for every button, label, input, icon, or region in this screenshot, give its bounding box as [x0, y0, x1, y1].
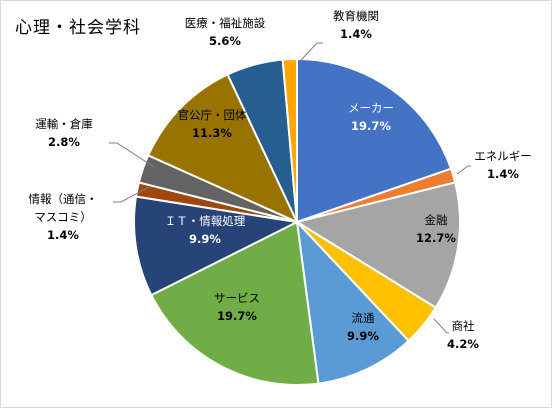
pie-slice-6	[149, 220, 320, 386]
pie-slice-12	[281, 57, 298, 223]
data-label-2: エネルギー 1.4%	[474, 149, 532, 181]
data-label-4: 商社 4.2%	[447, 319, 479, 351]
pie-slice-10	[146, 73, 300, 225]
data-label-9: 運輸・倉庫 2.8%	[35, 117, 93, 149]
data-label-8: 情報（通信・マスコミ） 1.4%	[29, 192, 98, 242]
leader-line-12	[300, 42, 323, 61]
data-label-5: 流通 9.9%	[347, 311, 379, 343]
data-label-6: サービス 19.7%	[214, 291, 260, 323]
data-label-1: メーカー 19.7%	[348, 101, 394, 133]
pie-slice-3	[294, 181, 461, 309]
leader-line-9	[109, 142, 155, 168]
pie-slice-5	[295, 219, 410, 385]
leader-line-4	[433, 318, 449, 334]
chart-title: 心理・社会学科	[15, 18, 141, 38]
data-label-3: 金融 12.7%	[416, 213, 456, 245]
leader-line-8	[113, 186, 150, 203]
data-label-12: 教育機関 1.4%	[333, 9, 379, 41]
pie-slice-7	[133, 195, 301, 297]
data-label-10: 官公庁・団体 11.3%	[178, 108, 247, 140]
data-label-7: ＩＴ・情報処理 9.9%	[165, 214, 246, 246]
leader-line-2	[456, 165, 471, 175]
data-label-11: 医療・福祉施設 5.6%	[185, 16, 266, 48]
